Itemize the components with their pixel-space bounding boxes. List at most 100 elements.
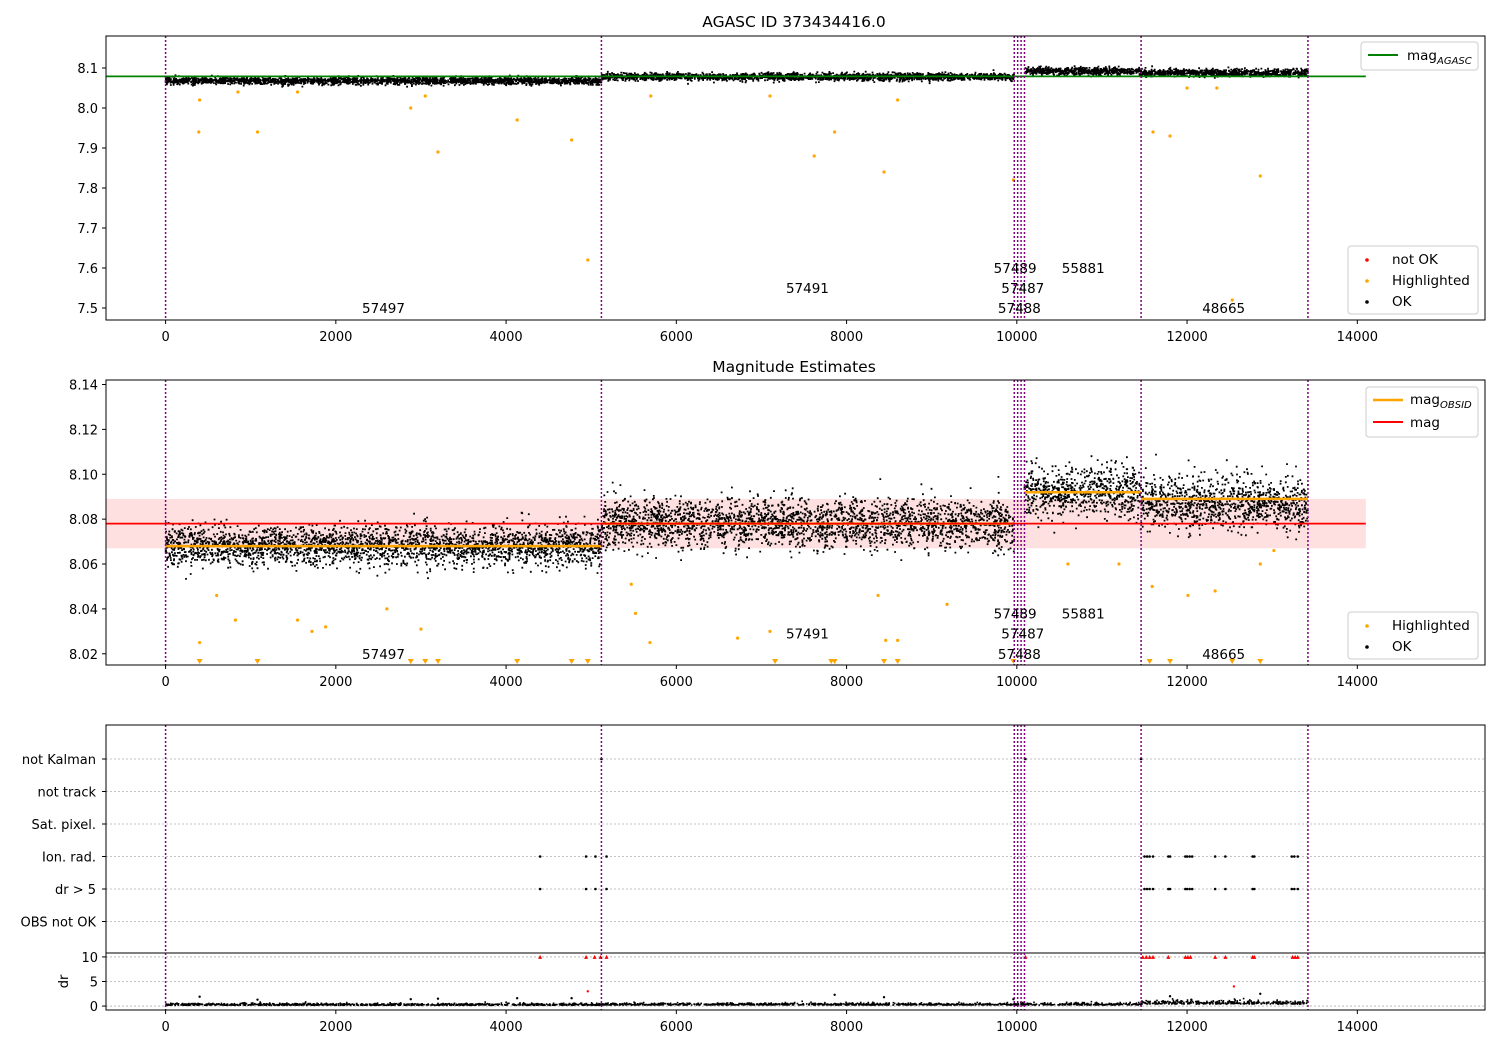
panel2-plot-area [102, 379, 1486, 669]
highlighted-point [385, 607, 389, 611]
legend-label: mag [1410, 415, 1440, 431]
y-tick-label: 8.04 [69, 603, 98, 618]
highlighted-point [833, 130, 837, 134]
y-tick-label: 8.06 [69, 558, 98, 573]
panel2-legend-status: Highlighted OK [1347, 611, 1479, 660]
dr-tick-label: 0 [90, 1000, 98, 1015]
panel2-title: Magnitude Estimates [712, 358, 876, 376]
legend-dot-ok [1365, 645, 1369, 649]
highlighted-point [882, 170, 886, 174]
x-tick-label: 14000 [1337, 675, 1378, 690]
flag-row-label: not Kalman [22, 753, 96, 768]
highlighted-point [1117, 562, 1121, 566]
legend-label: not OK [1392, 252, 1439, 268]
dr-clipped-marker [1188, 954, 1193, 959]
clipped-point-marker [434, 659, 441, 664]
highlighted-point [1272, 548, 1276, 553]
clipped-point-marker [1167, 659, 1174, 664]
flag-point [1145, 855, 1149, 858]
clipped-point-marker [894, 659, 901, 664]
obsid-label: 57491 [786, 627, 829, 643]
flag-point [594, 855, 597, 858]
agasc-magnitude-panel: AGASC ID 373434416.0 57497 57491 57489 5… [77, 13, 1486, 345]
highlighted-point [649, 94, 653, 98]
clipped-point-marker [254, 659, 261, 664]
panel1-legend-agasc: magAGASC [1360, 41, 1479, 71]
ok-data-points [1024, 65, 1142, 78]
clipped-point-marker [1146, 659, 1153, 664]
x-tick-label: 12000 [1166, 675, 1207, 690]
dr-point [256, 998, 259, 1001]
highlighted-point [198, 98, 202, 102]
highlighted-point [1213, 589, 1217, 593]
flag-point [1143, 855, 1146, 858]
highlighted-point [633, 611, 638, 615]
highlighted-point [1258, 174, 1262, 178]
flag-point [1224, 855, 1227, 858]
flag-point [1151, 887, 1155, 891]
legend-label: magOBSID [1410, 392, 1472, 411]
highlighted-point [768, 94, 772, 98]
y-tick-label: 7.9 [77, 142, 98, 157]
flag-point [538, 887, 542, 891]
highlighted-point [1150, 584, 1154, 589]
panel1-legend-status: not OK Highlighted OK [1347, 245, 1479, 315]
clipped-point-marker [422, 659, 429, 664]
highlighted-point [884, 638, 888, 642]
x-tick-label: 12000 [1166, 330, 1207, 345]
highlighted-point [586, 258, 590, 262]
legend-dot-highlighted [1365, 624, 1369, 628]
flag-point [584, 855, 588, 858]
ok-data-points [164, 74, 603, 88]
obsid-label: 55881 [1062, 606, 1105, 622]
obsid-label: 57487 [1001, 281, 1044, 297]
dr-clipped-marker [1151, 954, 1156, 959]
highlighted-point [896, 98, 900, 102]
panel2-x-tick-labels: 0 2000 4000 6000 8000 10000 12000 14000 [161, 675, 1378, 690]
highlighted-point [236, 90, 240, 94]
dr-point [1168, 995, 1172, 998]
legend-label-subscript: OBSID [1440, 400, 1472, 411]
highlighted-point [1215, 86, 1219, 90]
flag-point [1296, 887, 1300, 891]
highlighted-point [515, 118, 519, 122]
y-tick-label: 8.08 [69, 513, 98, 528]
obsid-label: 57489 [994, 261, 1037, 277]
legend-frame [1347, 611, 1479, 660]
clipped-point-marker [1257, 659, 1264, 664]
legend-label: OK [1392, 639, 1413, 655]
flag-point [1190, 887, 1194, 891]
flag-point [1213, 855, 1217, 858]
flag-point [1145, 887, 1149, 891]
flag-point [1190, 855, 1194, 858]
legend-frame [1347, 245, 1479, 315]
flag-row-label: Ion. rad. [42, 851, 96, 866]
highlighted-point [570, 138, 574, 142]
highlighted-point [233, 618, 237, 622]
dr-clipped-marker [592, 954, 597, 959]
dr-clipped-marker [1213, 954, 1218, 959]
highlighted-point [197, 130, 201, 134]
x-tick-label: 4000 [490, 330, 523, 345]
legend-label: Highlighted [1392, 273, 1470, 289]
y-tick-label: 7.8 [77, 182, 98, 197]
panel1-title: AGASC ID 373434416.0 [702, 13, 886, 31]
y-tick-label: 8.02 [69, 648, 98, 663]
ok-data-points [164, 511, 603, 580]
x-tick-label: 6000 [660, 330, 693, 345]
clipped-point-marker [772, 659, 779, 664]
dr-clipped-marker [1252, 954, 1257, 959]
highlighted-point [736, 636, 740, 640]
x-tick-label: 0 [161, 330, 169, 345]
x-tick-label: 2000 [319, 330, 352, 345]
panel2-legend-mag: magOBSID mag [1365, 386, 1479, 438]
highlighted-point [423, 94, 427, 98]
legend-label: magAGASC [1407, 48, 1472, 67]
flag-point [605, 887, 608, 891]
clipped-point-marker [881, 659, 888, 664]
dr-point [586, 990, 589, 993]
flag-point [1151, 855, 1155, 858]
obsid-label: 57489 [994, 606, 1037, 622]
highlighted-point [812, 154, 816, 158]
flag-point [1188, 887, 1191, 891]
